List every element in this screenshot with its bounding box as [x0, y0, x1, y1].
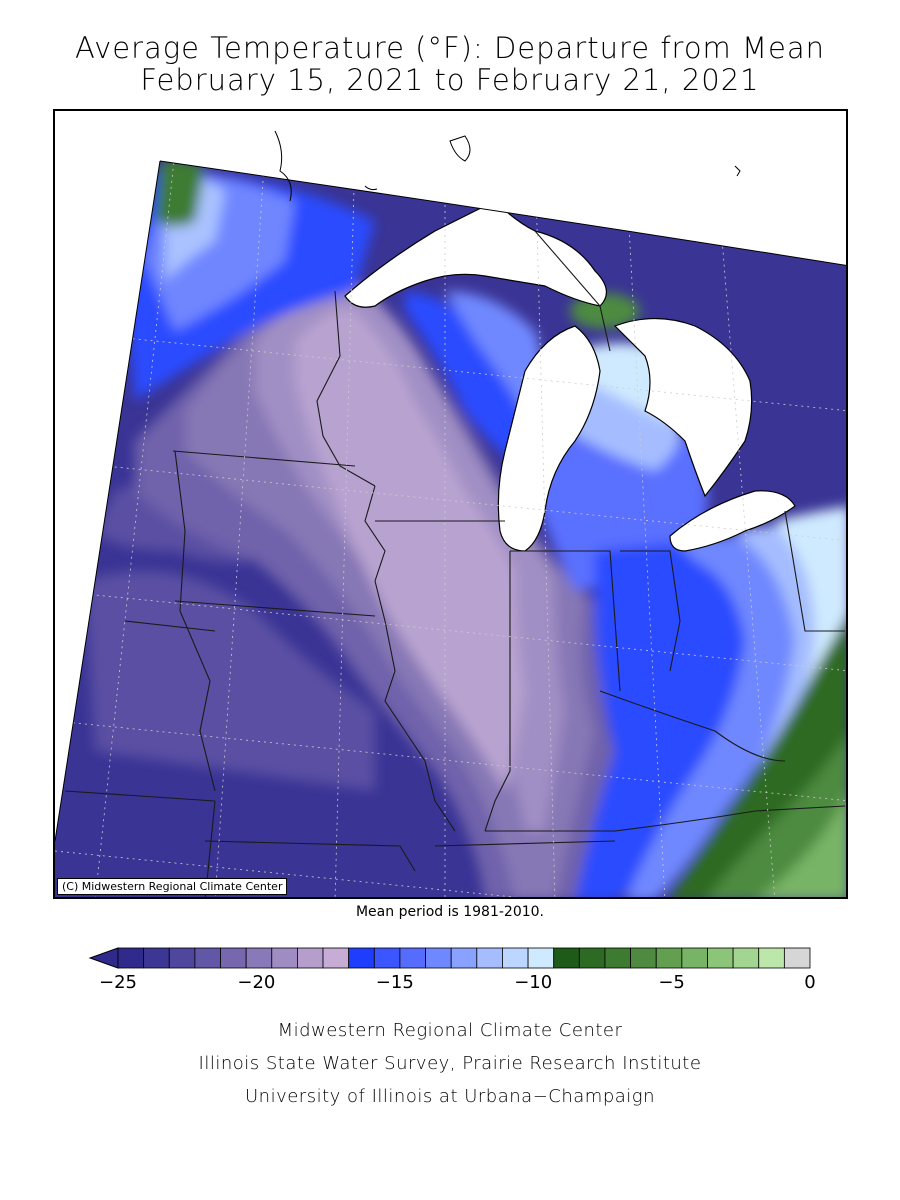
legend-swatch: [399, 947, 426, 969]
canada-coastline: [274, 130, 741, 202]
legend-swatch: [707, 947, 734, 969]
legend-swatch: [476, 947, 503, 969]
legend-swatch: [681, 947, 708, 969]
map-title: Average Temperature (°F): Departure from…: [74, 31, 826, 65]
legend-swatch: [553, 947, 580, 969]
great-lakes: [344, 200, 796, 552]
legend-tick-label: −15: [376, 972, 414, 993]
legend-swatch: [578, 947, 606, 969]
color-legend: −25 −20 −15 −10 −5 0: [0, 940, 900, 1000]
legend-swatch: [220, 947, 247, 969]
legend-tick-label: −20: [237, 972, 275, 993]
legend-swatch: [245, 947, 273, 969]
legend-swatch: [117, 947, 145, 969]
legend-swatch: [168, 947, 196, 969]
legend-swatch: [297, 947, 324, 969]
legend-swatch: [143, 947, 170, 969]
credit-survey: Illinois State Water Survey, Prairie Res…: [198, 1053, 702, 1074]
legend-swatch: [732, 947, 760, 969]
legend-swatch: [630, 947, 657, 969]
lat-long-grid: [55, 161, 846, 897]
legend-swatch: [348, 947, 375, 969]
projection-edge-west: [55, 160, 161, 842]
legend-arrow: [88, 947, 119, 969]
legend-swatch: [604, 947, 631, 969]
credit-university: University of Illinois at Urbana−Champai…: [245, 1086, 655, 1107]
legend-swatch: [527, 947, 555, 969]
legend-swatch: [450, 947, 478, 969]
legend-swatch: [655, 947, 683, 969]
mean-period-note: Mean period is 1981-2010.: [355, 904, 545, 920]
legend-tick-label: −25: [99, 972, 137, 993]
legend-swatch: [322, 947, 350, 969]
legend-tick-label: 0: [804, 972, 815, 993]
legend-tick-label: −5: [658, 972, 685, 993]
temperature-departure-map: (C) Midwestern Regional Climate Center: [53, 109, 848, 899]
legend-tick-label: −10: [514, 972, 552, 993]
legend-swatch: [502, 947, 529, 969]
legend-swatch: [271, 947, 298, 969]
legend-swatch: [783, 947, 811, 969]
map-date-range: February 15, 2021 to February 21, 2021: [140, 63, 760, 97]
legend-swatch: [425, 947, 452, 969]
legend-swatch: [194, 947, 221, 969]
legend-swatch: [373, 947, 401, 969]
state-borders: [64, 230, 846, 897]
map-copyright: (C) Midwestern Regional Climate Center: [57, 878, 288, 895]
projection-edge: [159, 160, 846, 266]
credit-center: Midwestern Regional Climate Center: [277, 1020, 623, 1041]
legend-swatch: [758, 947, 785, 969]
temperature-field: [55, 161, 846, 897]
